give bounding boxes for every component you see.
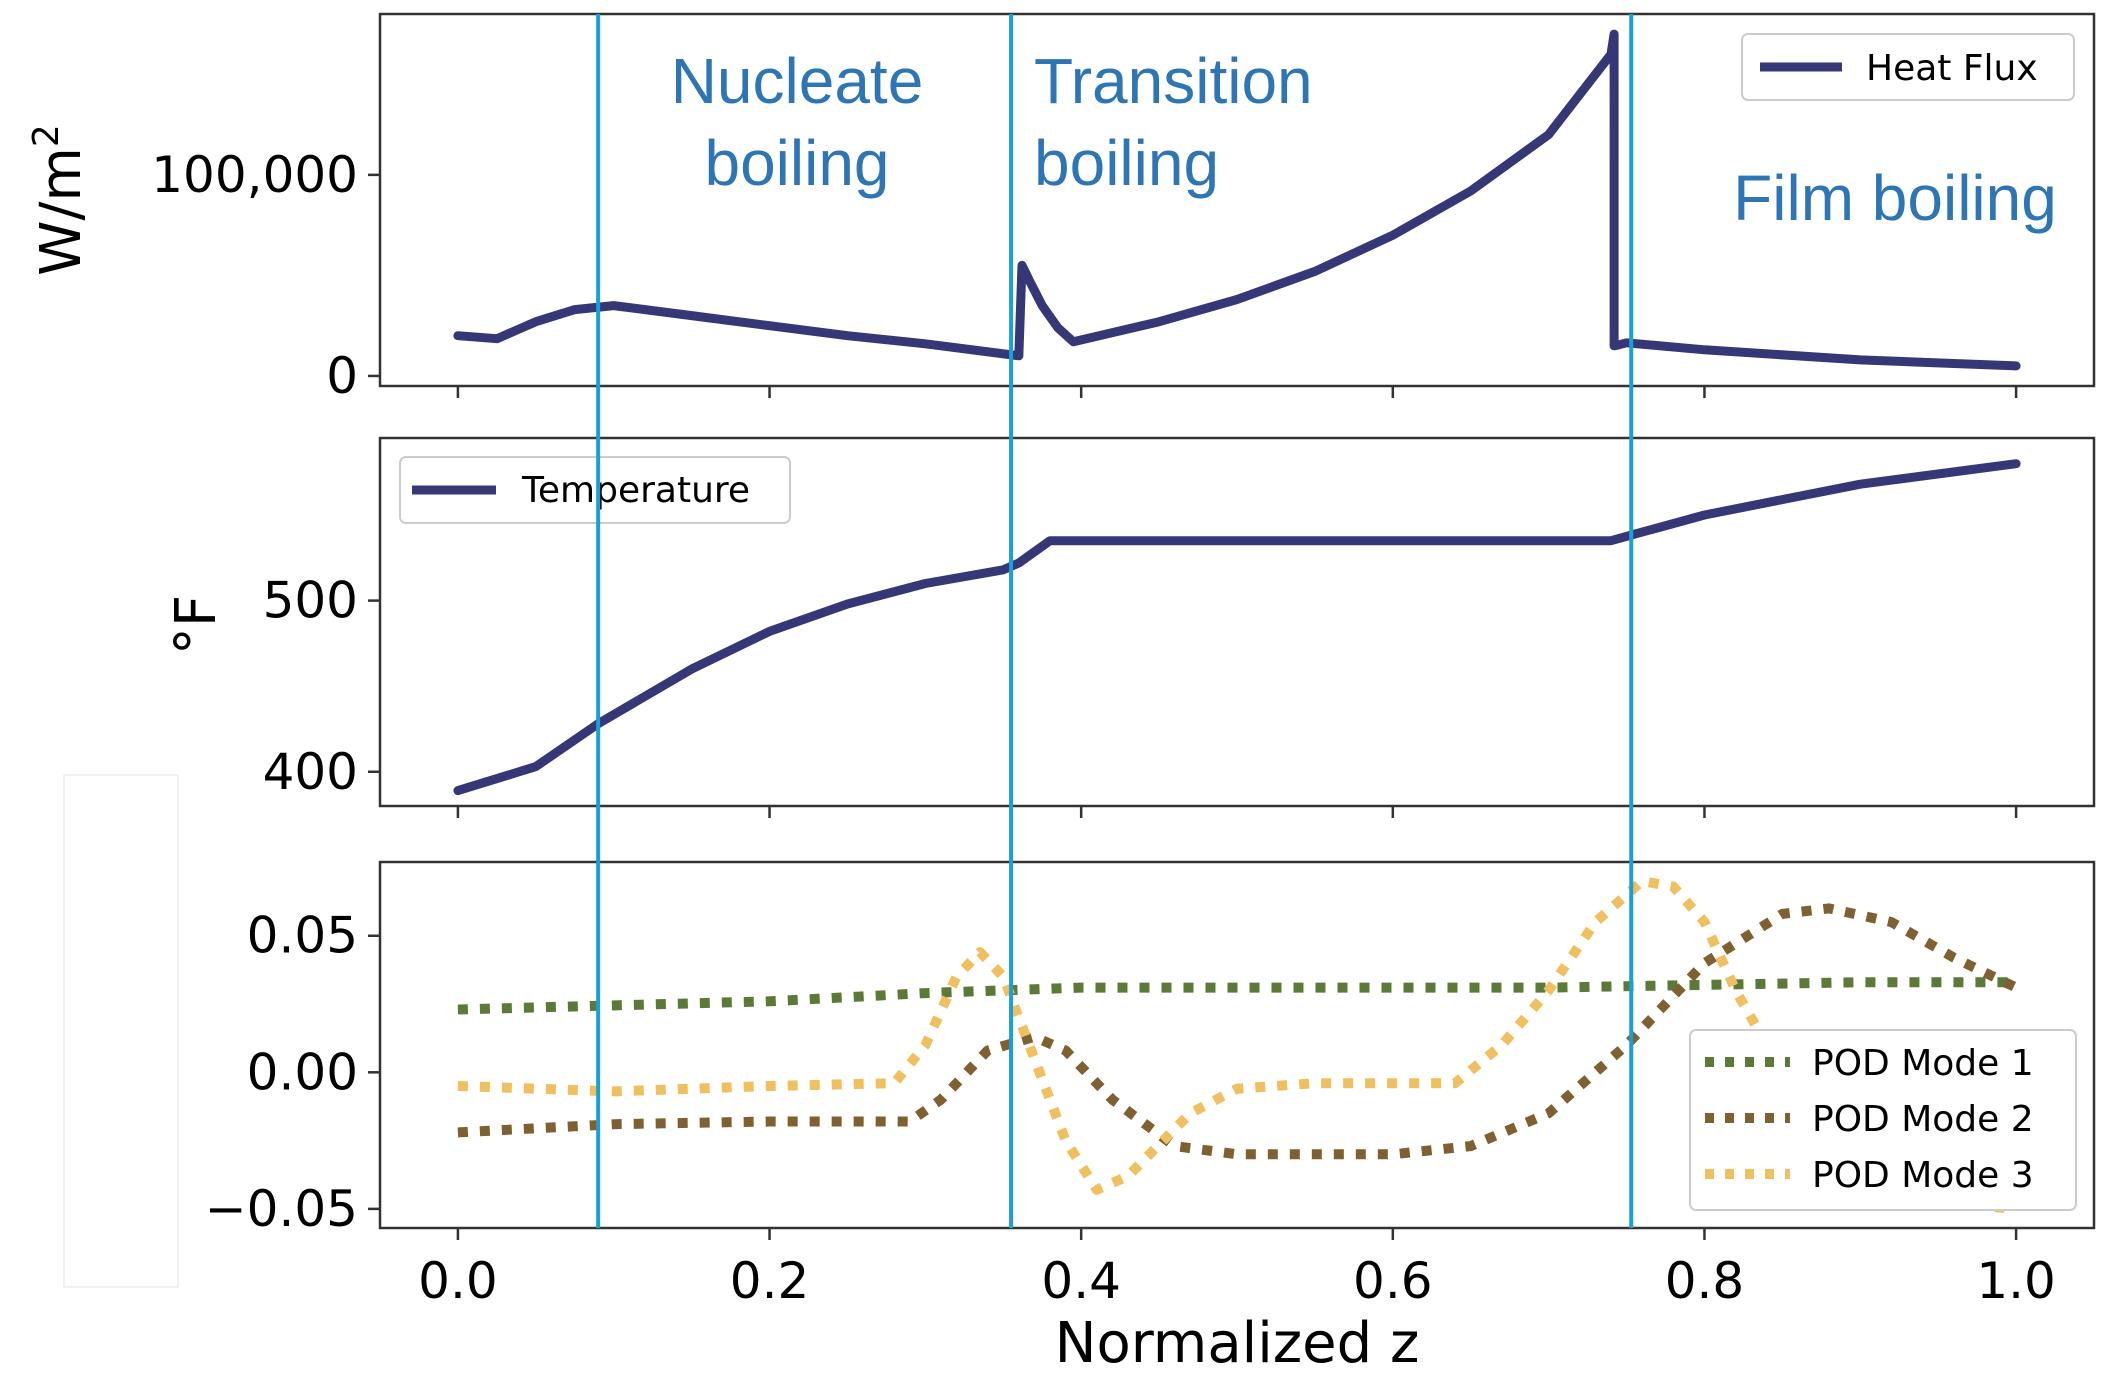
region-transition-line1: Transition [1034,45,1313,117]
x-tick-label: 0.2 [730,1252,810,1310]
heat-flux-axes-frame [378,12,2096,388]
temperature-y-axis-title: °F [164,595,229,655]
heat-flux-series-layer [453,29,2021,371]
series-temperature-line [453,459,2021,796]
y-tick-label: −0.05 [205,1180,358,1238]
heat-flux-legend-box [1741,33,2075,101]
pod-modes-panel: −0.05 0.00 0.05 0.0 0.2 0.4 0.6 0.8 1.0 Normali… [205,860,2096,1376]
y-tick-label: 0.00 [247,1043,358,1101]
pod-modes-axes-frame [378,860,2096,1230]
series-pod-mode-3-line [457,876,2017,1214]
series-heat-flux-line [453,29,2021,371]
x-tick-label: 1.0 [1976,1252,2056,1310]
temperature-legend-box [399,456,791,524]
y-tick-label: 500 [263,572,358,630]
x-tick-label: 0.4 [1041,1252,1121,1310]
temperature-panel: 400 500 °F Temperature [164,436,2096,818]
heat-flux-legend: Heat Flux [1741,33,2075,101]
x-tick-label: 0.8 [1665,1252,1745,1310]
pod-mode-3-legend-label: POD Mode 3 [1812,1155,2034,1196]
series-pod-mode-2-line [457,903,2019,1160]
pod-modes-y-ticks: −0.05 0.00 0.05 [205,907,380,1238]
temperature-legend: Temperature [399,456,791,524]
heat-flux-y-axis-title: W/m2 [26,124,94,276]
region-film-boiling: Film boiling [1733,162,2057,234]
temperature-axes-frame [378,436,2096,808]
heat-flux-ylabel-sup: 2 [26,124,67,147]
pod-modes-x-ticks: 0.0 0.2 0.4 0.6 0.8 1.0 [418,1228,2056,1310]
region-transition-line2: boiling [1034,127,1219,199]
temperature-legend-label: Temperature [521,470,750,511]
region-nucleate-line1: Nucleate [671,45,924,117]
temperature-series-layer [453,459,2021,796]
heat-flux-y-ticks: 0 100,000 [151,146,380,405]
series-pod-mode-1-line [457,977,2017,1015]
region-nucleate-line2: boiling [704,127,889,199]
heat-flux-panel: 0 100,000 W/m2 Nucleate boiling Transitio… [26,12,2096,405]
temperature-y-ticks: 400 500 [263,572,380,801]
temperature-x-tick-marks [456,806,2018,818]
pod-modes-series-layer [457,876,2019,1214]
heat-flux-x-tick-marks [456,386,2018,398]
x-tick-label: 0.0 [418,1252,498,1310]
y-tick-label: 0.05 [247,907,358,965]
x-tick-label: 0.6 [1353,1252,1433,1310]
placeholder-box [63,774,179,1288]
pod-mode-2-legend-label: POD Mode 2 [1812,1099,2034,1140]
x-axis-title: Normalized z [1055,1311,1420,1376]
pod-modes-legend: POD Mode 1 POD Mode 2 POD Mode 3 [1689,1029,2077,1211]
y-tick-label: 100,000 [151,146,358,204]
heat-flux-legend-label: Heat Flux [1866,48,2038,89]
y-tick-label: 0 [326,347,358,405]
y-tick-label: 400 [263,743,358,801]
region-boundaries [596,14,1634,1228]
pod-mode-1-legend-label: POD Mode 1 [1812,1043,2034,1084]
heat-flux-ylabel: W/m [29,147,94,276]
pod-modes-legend-box [1689,1029,2077,1211]
